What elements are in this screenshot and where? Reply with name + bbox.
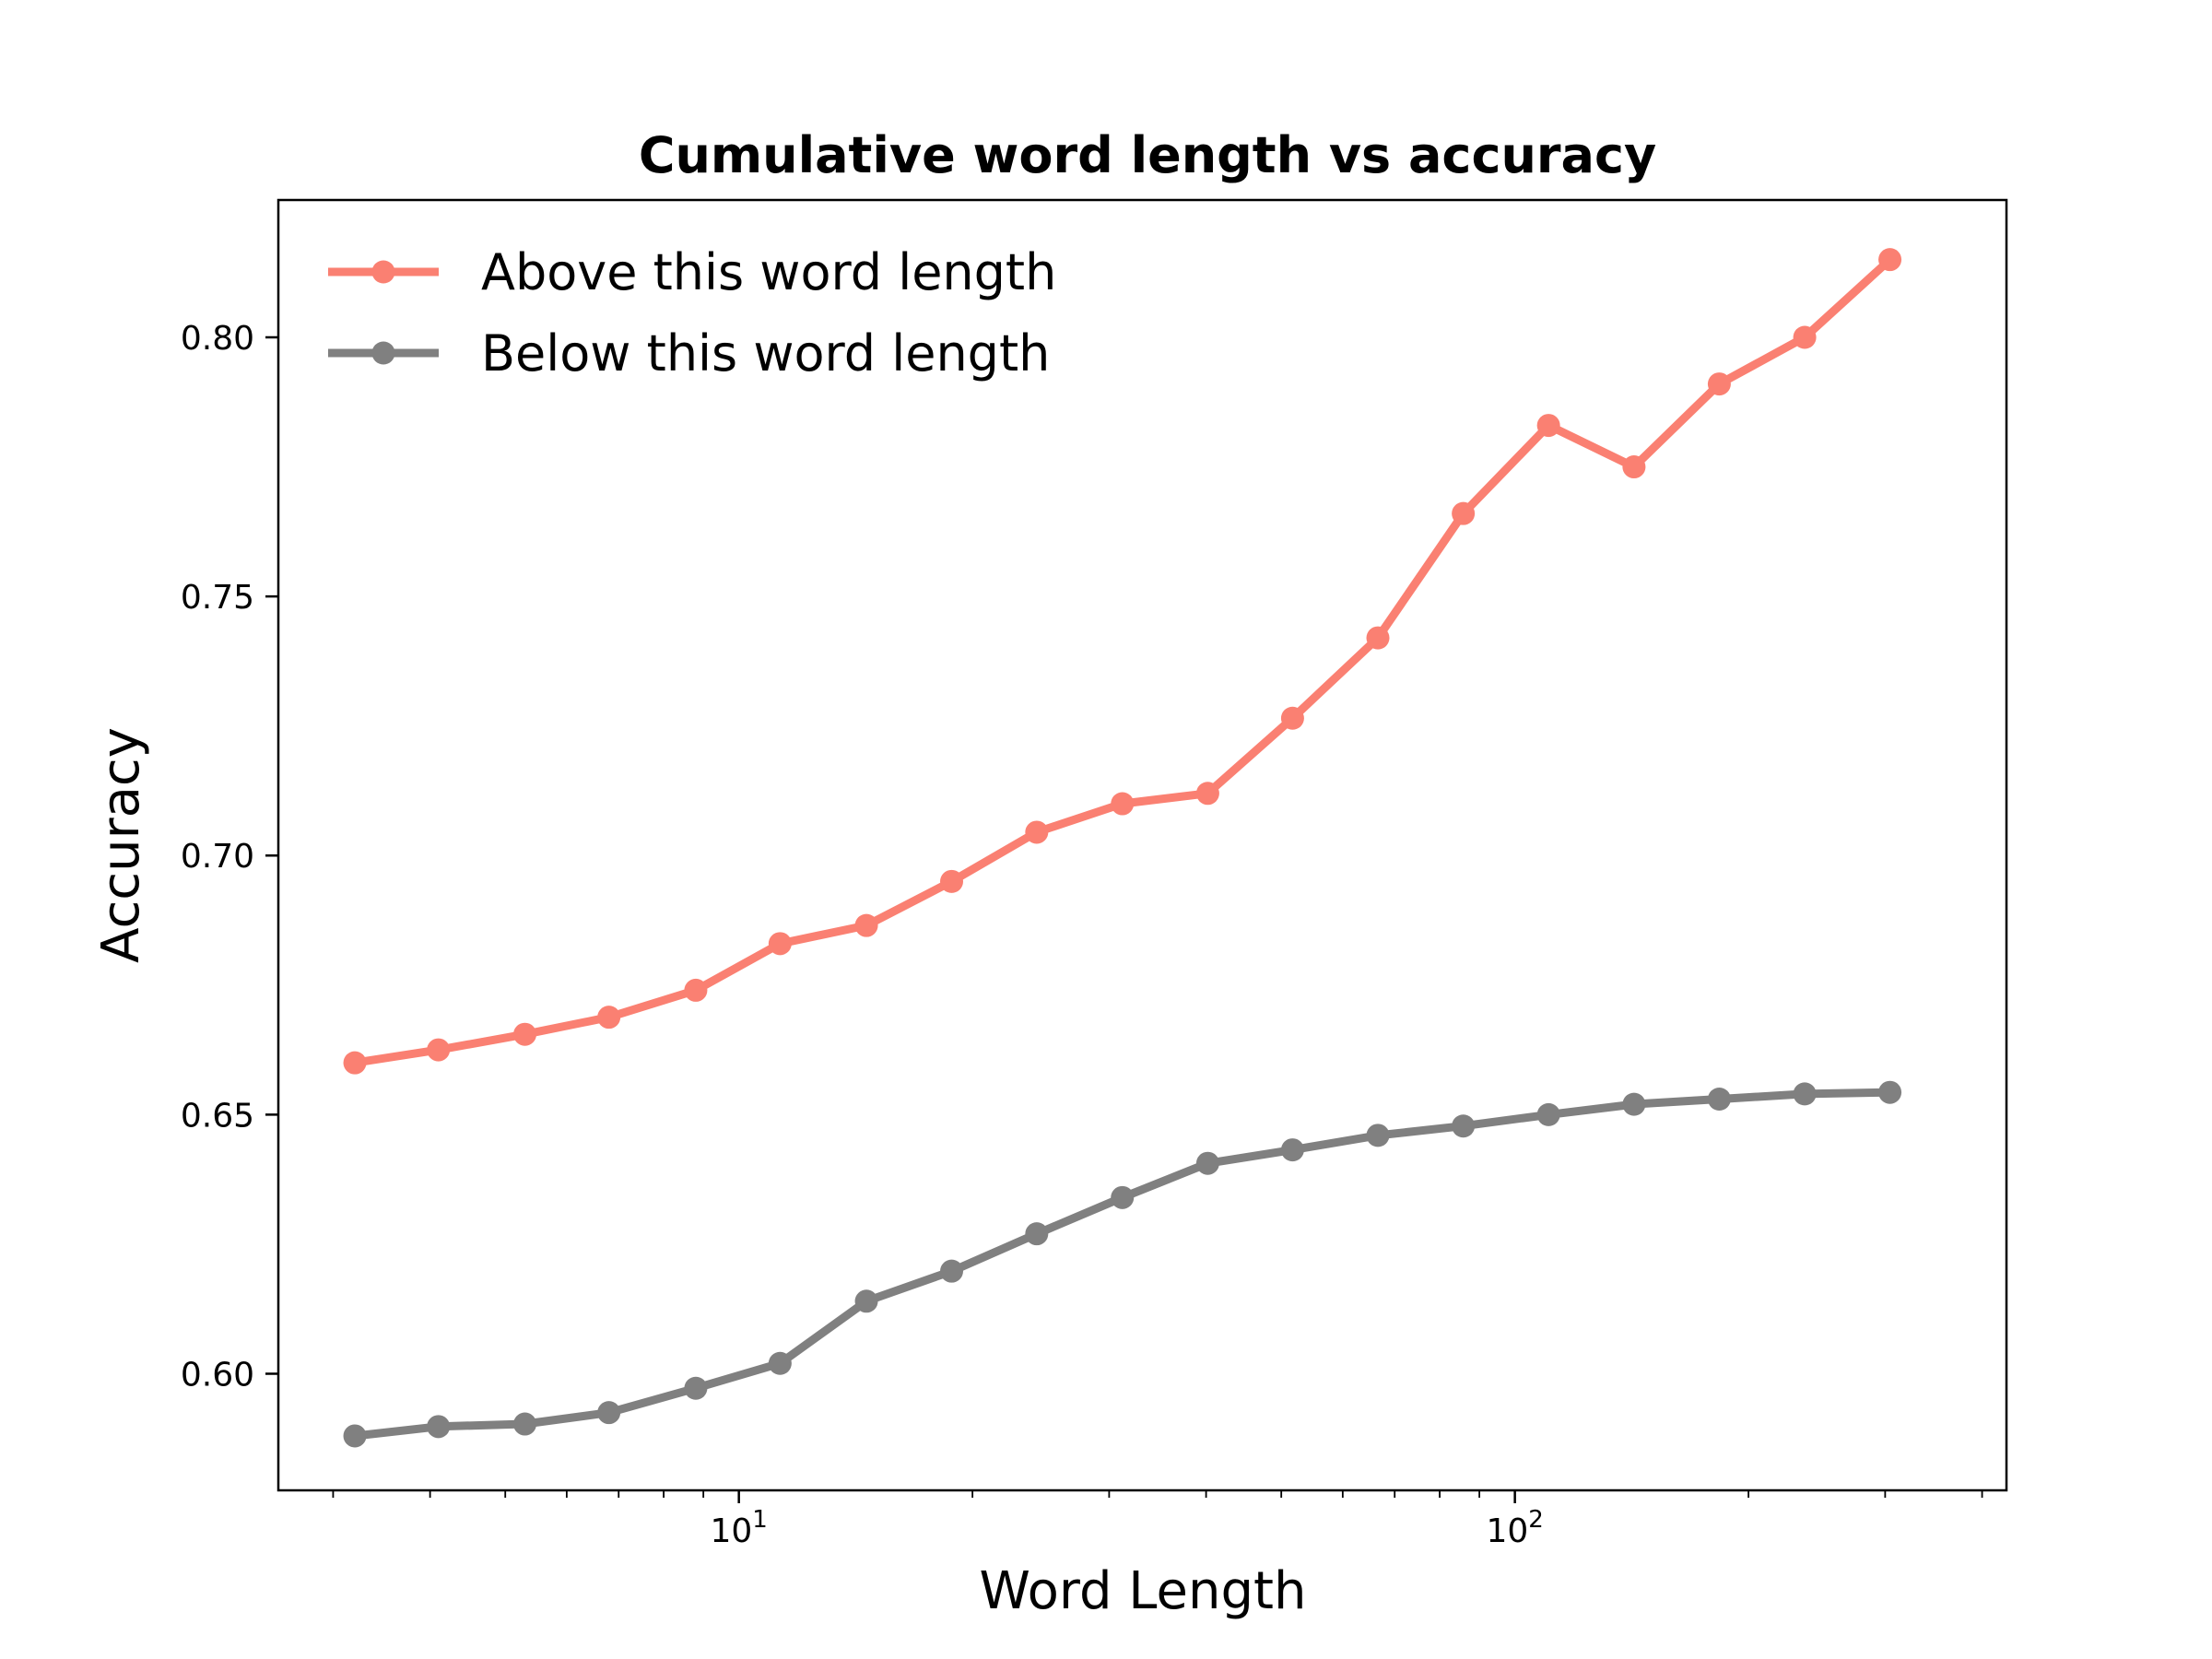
data-point: [1025, 1222, 1049, 1246]
data-point: [1536, 414, 1560, 438]
data-point: [940, 869, 964, 893]
data-point: [1111, 1185, 1135, 1209]
data-point: [854, 1289, 878, 1313]
axes-layer: 0.60 0.65 0.70 0.75 0.80 101 102: [181, 320, 1983, 1550]
y-tick-label: 0.60: [181, 1356, 254, 1394]
legend-item: Below this word length: [328, 324, 1050, 382]
data-point: [513, 1412, 537, 1436]
legend-item: Above this word length: [328, 243, 1056, 301]
data-point: [768, 1351, 792, 1375]
data-point: [684, 978, 708, 1002]
data-point: [1878, 1080, 1902, 1104]
data-point: [940, 1259, 964, 1283]
x-tick-label: 102: [1486, 1506, 1543, 1550]
series-1: [343, 1080, 1902, 1448]
chart-title: Cumulative word length vs accuracy: [639, 126, 1656, 184]
data-point: [1452, 501, 1476, 525]
data-point: [343, 1424, 367, 1448]
y-axis-label: Accuracy: [91, 727, 151, 963]
data-point: [1195, 1151, 1219, 1175]
data-point: [1280, 706, 1304, 730]
legend-marker: [371, 260, 395, 284]
data-point: [343, 1051, 367, 1075]
data-point: [1452, 1114, 1476, 1138]
legend: Above this word length Below this word le…: [328, 243, 1056, 382]
y-tick-label: 0.75: [181, 579, 254, 617]
legend-label: Below this word length: [481, 324, 1050, 382]
data-point: [1111, 792, 1135, 816]
data-point: [1622, 1092, 1646, 1116]
x-tick-label: 101: [710, 1506, 767, 1550]
series-layer: [343, 248, 1902, 1448]
data-point: [1878, 248, 1902, 272]
data-point: [1280, 1138, 1304, 1162]
data-point: [1366, 1124, 1390, 1147]
plot-frame: [276, 198, 2008, 1492]
data-point: [1707, 1088, 1731, 1112]
data-point: [854, 913, 878, 937]
data-point: [1622, 455, 1646, 479]
legend-label: Above this word length: [481, 243, 1056, 301]
data-point: [684, 1376, 708, 1400]
y-tick-label: 0.70: [181, 838, 254, 876]
data-point: [597, 1006, 621, 1030]
y-tick-label: 0.80: [181, 320, 254, 358]
data-point: [1793, 325, 1817, 349]
x-axis-label: Word Length: [980, 1561, 1307, 1621]
data-point: [768, 932, 792, 956]
series-0: [343, 248, 1902, 1075]
data-point: [597, 1401, 621, 1425]
data-point: [427, 1038, 451, 1062]
data-point: [513, 1022, 537, 1046]
data-point: [1793, 1082, 1817, 1106]
data-point: [1025, 820, 1049, 844]
data-point: [427, 1415, 451, 1439]
data-point: [1536, 1102, 1560, 1126]
data-point: [1707, 372, 1731, 396]
legend-marker: [371, 341, 395, 365]
data-point: [1195, 782, 1219, 806]
data-point: [1366, 626, 1390, 650]
y-tick-label: 0.65: [181, 1097, 254, 1135]
